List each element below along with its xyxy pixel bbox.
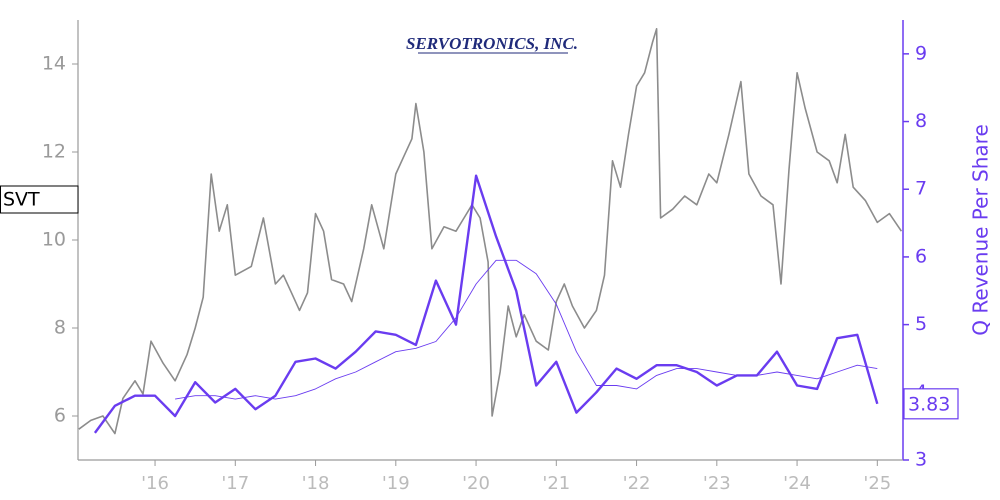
x-tick-label: '20	[462, 473, 490, 494]
series-line	[93, 174, 879, 434]
y2-tick-label: 6	[915, 245, 927, 267]
x-tick-label: '23	[703, 473, 731, 494]
x-tick-label: '21	[542, 473, 570, 494]
x-tick-label: '25	[863, 473, 891, 494]
last-value-label: 3.83	[908, 393, 950, 415]
last-value-box	[903, 388, 959, 420]
y2-axis-label: Q Revenue Per Share	[969, 124, 993, 336]
y2-tick-label: 3	[915, 449, 927, 471]
x-tick-label: '19	[382, 473, 410, 494]
series-label: SVT	[3, 189, 40, 211]
x-tick-label: '17	[221, 473, 249, 494]
y-tick-label: 6	[54, 405, 66, 427]
y2-tick-label: 8	[915, 110, 927, 132]
x-tick-label: '18	[302, 473, 330, 494]
y2-tick-label: 7	[915, 178, 927, 200]
series-line	[175, 259, 878, 400]
series-label-box	[0, 185, 79, 214]
y-tick-label: 8	[54, 317, 66, 339]
y-tick-label: 10	[42, 229, 66, 251]
logo: SERVOTRONICS, INC.	[406, 34, 578, 53]
x-tick-label: '16	[141, 473, 169, 494]
x-tick-label: '22	[623, 473, 651, 494]
y-tick-label: 14	[42, 53, 66, 75]
series-line	[78, 28, 903, 435]
y-tick-label: 12	[42, 141, 66, 163]
y2-tick-label: 9	[915, 42, 927, 64]
y2-tick-label: 5	[915, 313, 927, 335]
x-tick-label: '24	[783, 473, 811, 494]
